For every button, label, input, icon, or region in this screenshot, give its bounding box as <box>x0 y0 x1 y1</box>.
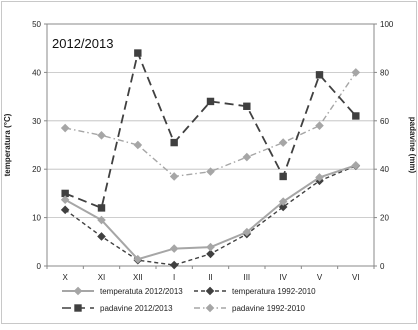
series-line <box>64 50 357 210</box>
left-tick-label: 40 <box>32 68 41 77</box>
right-axis-ticks: 0 20 40 60 80 100 <box>374 20 394 271</box>
data-point <box>206 249 215 259</box>
x-tick-label: VI <box>352 273 360 282</box>
y-axis-label-right: padavine (mm) <box>408 117 417 174</box>
left-tick-label: 10 <box>32 214 41 223</box>
legend-label: temperatura 1992-2010 <box>232 287 316 296</box>
right-tick-label: 60 <box>380 117 389 126</box>
legend-label: padavine 1992-2010 <box>232 304 306 313</box>
x-tick-label: XI <box>98 273 106 282</box>
legend-label: padavine 2012/2013 <box>100 304 173 313</box>
legend-marker <box>73 286 83 296</box>
data-point <box>60 195 70 204</box>
data-point <box>278 138 288 147</box>
data-point <box>133 254 143 264</box>
data-point <box>243 102 251 110</box>
x-axis-ticks: X XI XII I II III IV V VI <box>46 266 375 282</box>
data-point <box>170 138 178 147</box>
data-point <box>279 172 287 181</box>
legend-item: temperatuta 2012/2013 <box>62 286 183 296</box>
data-point <box>206 97 215 106</box>
gridlines <box>47 72 374 219</box>
legend-item: padavine 1992-2010 <box>194 303 306 313</box>
chart-annotation: 2012/2013 <box>52 36 113 51</box>
series-0 <box>60 161 361 264</box>
data-point <box>97 204 106 212</box>
series-1 <box>60 161 361 270</box>
data-point <box>242 227 252 237</box>
x-tick-label: I <box>173 273 175 282</box>
data-point <box>315 173 324 182</box>
data-point <box>134 49 142 57</box>
right-tick-label: 20 <box>380 214 389 223</box>
plot-area <box>46 23 375 267</box>
x-tick-label: IV <box>279 273 287 282</box>
data-point <box>133 140 143 150</box>
data-point <box>169 244 179 253</box>
series-2 <box>61 49 360 212</box>
right-tick-label: 100 <box>380 20 394 29</box>
chart-frame: 0 10 20 30 40 50 0 20 40 60 80 100 X XI XII I II III IV V… <box>1 1 417 324</box>
legend-marker <box>205 303 215 313</box>
x-tick-label: X <box>62 273 68 282</box>
data-point <box>351 161 361 170</box>
left-axis-ticks: 0 10 20 30 40 50 <box>32 20 47 271</box>
data-point <box>315 121 324 130</box>
series-group <box>60 49 361 270</box>
left-tick-label: 30 <box>32 117 41 126</box>
data-point <box>97 215 106 225</box>
data-point <box>206 242 215 252</box>
legend-label: temperatuta 2012/2013 <box>100 287 183 296</box>
data-point <box>206 167 215 176</box>
y-axis-label-left: temperatura (°C) <box>3 113 12 176</box>
data-point <box>278 197 288 206</box>
series-line <box>65 72 357 178</box>
data-point <box>242 152 252 162</box>
legend-marker <box>205 286 215 296</box>
data-point <box>315 71 324 79</box>
data-point <box>169 172 179 181</box>
series-3 <box>60 68 361 181</box>
data-point <box>97 131 106 140</box>
right-tick-label: 0 <box>380 262 385 271</box>
data-point <box>352 112 360 120</box>
legend-marker <box>74 304 82 312</box>
right-tick-label: 40 <box>380 165 389 174</box>
data-point <box>60 123 70 133</box>
right-tick-label: 80 <box>380 68 389 77</box>
data-point <box>278 202 288 212</box>
data-point <box>60 205 70 215</box>
legend-item: temperatura 1992-2010 <box>194 286 316 296</box>
left-tick-label: 50 <box>32 20 41 29</box>
x-tick-label: II <box>208 273 212 282</box>
x-tick-label: V <box>317 273 323 282</box>
left-tick-label: 20 <box>32 165 41 174</box>
data-point <box>351 68 361 77</box>
left-tick-label: 0 <box>37 262 42 271</box>
x-tick-label: XII <box>133 273 143 282</box>
legend-item: padavine 2012/2013 <box>62 304 173 313</box>
x-tick-label: III <box>243 273 250 282</box>
data-point <box>97 232 106 241</box>
legend: temperatuta 2012/2013 temperatura 1992-20… <box>62 286 316 313</box>
data-point <box>169 260 179 270</box>
